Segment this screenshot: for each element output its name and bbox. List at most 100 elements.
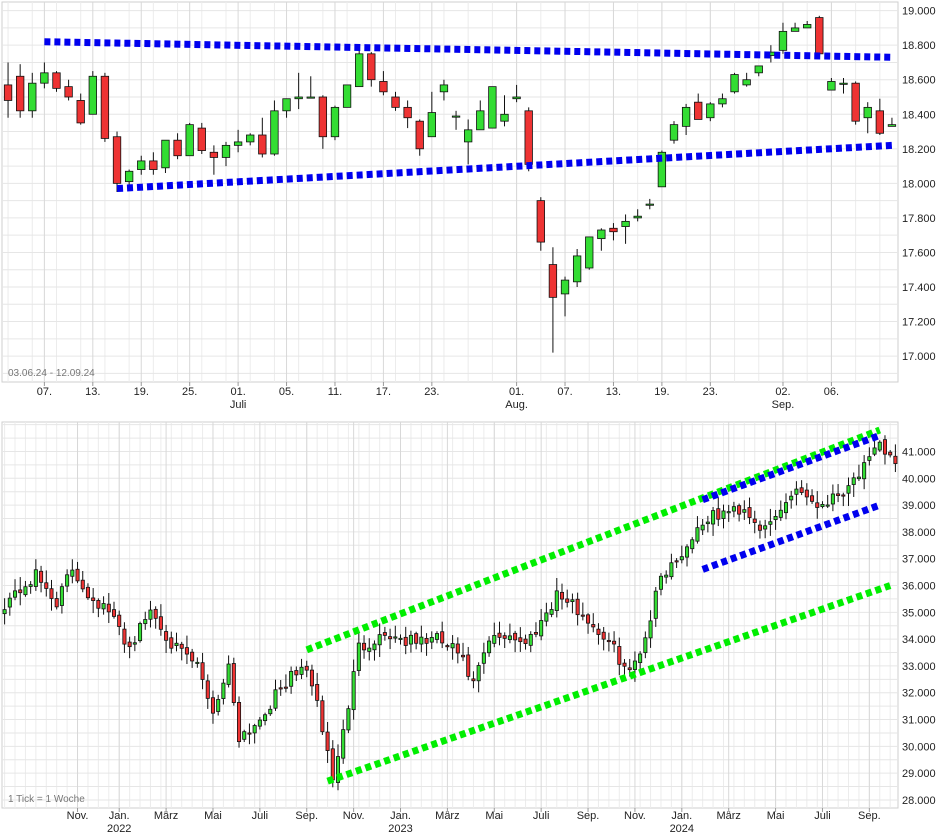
candle-down [497,632,502,638]
candle-down [367,53,376,81]
candle-up [669,562,674,578]
x-tick-label: Jan. [390,810,411,822]
y-tick-label: 41.000 [902,446,936,458]
candle-up [585,236,594,269]
candle-down [466,654,471,677]
x-tick-label: 19. [654,386,669,398]
candle-down [403,636,408,646]
candle-down [237,702,242,743]
candle-down [455,643,460,654]
candle-up [355,53,364,88]
x-tick-label: Jan. [671,810,692,822]
candle-down [888,451,893,456]
y-tick-label: 18.400 [902,109,936,121]
y-tick-label: 33.000 [902,661,936,673]
candle-down [737,505,742,515]
candle-up [783,502,789,514]
x-tick-label: März [435,810,459,822]
candle-down [694,101,703,120]
y-tick-label: 39.000 [902,500,936,512]
candle-down [210,697,215,714]
candle-up [681,106,691,127]
candle-down [815,502,820,508]
candle-down [112,136,122,184]
x-tick-sublabel: 2022 [107,823,131,835]
candle-down [461,654,466,658]
candle-down [362,642,367,651]
candle-up [742,79,751,86]
candle-up [718,98,727,105]
candle-up [28,584,33,587]
candle-down [209,151,219,158]
candle-up [851,477,856,485]
candle-down [247,732,252,735]
candle-down [49,588,54,599]
x-tick-label: März [154,810,178,822]
candle-up [572,255,582,283]
candle-up [643,637,648,654]
x-tick-label: Mai [485,810,503,822]
y-tick-label: 32.000 [902,688,936,700]
candle-up [342,84,352,108]
y-tick-label: 18.200 [902,144,936,156]
candle-up [23,586,28,596]
candle-up [59,586,64,606]
candle-up [299,666,304,675]
candle-up [500,113,509,122]
candle-up [512,96,521,100]
candle-down [565,598,570,603]
candle-up [233,141,243,146]
candle-up [653,590,658,619]
y-tick-label: 35.000 [902,607,936,619]
candle-down [415,120,424,150]
candle-down [851,82,860,122]
candle-down [44,582,49,589]
candle-down [52,72,61,89]
candle-up [124,170,134,183]
candle-up [289,670,294,687]
candle-up [351,671,356,711]
candle-down [580,614,585,617]
candle-down [184,647,189,655]
candle-up [507,635,512,640]
candle-down [403,106,412,119]
candle-down [258,134,267,155]
x-tick-label: Juli [252,810,269,822]
candle-down [757,524,762,531]
candle-down [330,748,335,781]
candle-up [450,643,455,649]
candle-down [173,139,182,157]
candle-up [408,634,413,645]
candle-down [200,662,205,680]
x-tick-label: 13. [606,386,621,398]
candle-down [382,632,387,636]
candle-up [730,74,739,93]
candle-up [794,488,799,495]
candle-up [827,81,836,91]
x-tick-label: 17. [376,386,391,398]
candle-up [398,637,403,640]
candle-down [164,631,169,641]
candle-up [487,640,492,654]
candle-up [711,510,716,525]
candle-up [270,110,279,155]
candle-down [309,669,314,687]
candle-up [393,636,398,639]
x-tick-sublabel: Aug. [505,399,528,411]
candle-down [325,731,330,751]
y-tick-label: 38.000 [902,527,936,539]
candle-down [158,616,163,630]
candle-up [273,689,278,709]
candle-up [242,731,247,740]
candle-down [16,75,25,112]
candle-up [820,503,825,508]
candle-up [88,75,97,115]
x-tick-label: 11. [328,386,342,398]
candle-up [633,215,642,219]
candle-up [690,539,695,550]
candle-down [179,643,184,649]
candle-up [306,96,315,99]
trend-line [44,38,893,61]
y-tick-label: 18.600 [902,75,936,87]
